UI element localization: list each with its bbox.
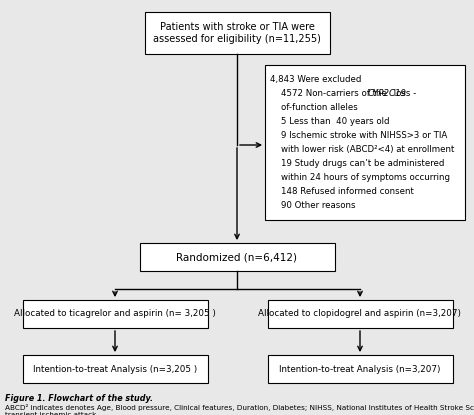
Text: Randomized (n=6,412): Randomized (n=6,412) (176, 252, 298, 262)
Text: with lower risk (ABCD²<4) at enrollment: with lower risk (ABCD²<4) at enrollment (270, 145, 455, 154)
Text: Allocated to ticagrelor and aspirin (n= 3,205 ): Allocated to ticagrelor and aspirin (n= … (14, 310, 216, 318)
Text: Figure 1. Flowchart of the study.: Figure 1. Flowchart of the study. (5, 394, 153, 403)
Text: Intention-to-treat Analysis (n=3,207): Intention-to-treat Analysis (n=3,207) (279, 364, 441, 374)
Bar (140, 243, 335, 271)
Text: 9 Ischemic stroke with NIHSS>3 or TIA: 9 Ischemic stroke with NIHSS>3 or TIA (270, 131, 447, 140)
Text: Patients with stroke or TIA were
assessed for eligibility (n=11,255): Patients with stroke or TIA were assesse… (153, 22, 321, 44)
Bar (145, 12, 330, 54)
Text: Allocated to clopidogrel and aspirin (n=3,207): Allocated to clopidogrel and aspirin (n=… (258, 310, 462, 318)
Text: 19 Study drugs can’t be administered: 19 Study drugs can’t be administered (270, 159, 444, 168)
Text: of-function alleles: of-function alleles (270, 103, 358, 112)
Text: CYP2C19: CYP2C19 (367, 89, 406, 98)
Text: within 24 hours of symptoms occurring: within 24 hours of symptoms occurring (270, 173, 450, 182)
Bar (23, 355, 208, 383)
Text: 5 Less than  40 years old: 5 Less than 40 years old (270, 117, 390, 126)
Bar (265, 65, 465, 220)
Text: ABCD² indicates denotes Age, Blood pressure, Clinical features, Duration, Diabet: ABCD² indicates denotes Age, Blood press… (5, 404, 474, 415)
Bar (268, 355, 453, 383)
Bar (268, 300, 453, 328)
Text: Intention-to-treat Analysis (n=3,205 ): Intention-to-treat Analysis (n=3,205 ) (33, 364, 197, 374)
Text: loss -: loss - (391, 89, 416, 98)
Text: 4,843 Were excluded: 4,843 Were excluded (270, 75, 361, 84)
Text: 4572 Non-carriers of the: 4572 Non-carriers of the (270, 89, 390, 98)
Text: 148 Refused informed consent: 148 Refused informed consent (270, 187, 414, 196)
Text: 90 Other reasons: 90 Other reasons (270, 201, 356, 210)
Bar (23, 300, 208, 328)
